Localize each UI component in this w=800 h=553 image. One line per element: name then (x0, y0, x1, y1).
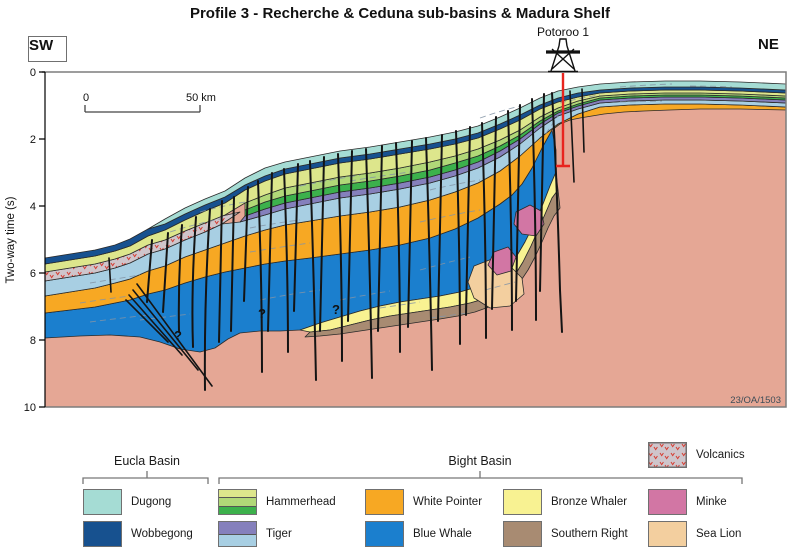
scale-bar: 0 50 km (83, 92, 216, 113)
legend-label: Wobbegong (131, 528, 193, 540)
legend-label: Sea Lion (696, 528, 742, 540)
legend-item-volcanics: Volcanics (648, 442, 745, 468)
direction-label-ne: NE (758, 36, 779, 53)
well-path (556, 73, 570, 168)
y-axis (39, 71, 46, 408)
legend-item-hammerhead: Hammerhead (218, 489, 336, 515)
reflector-texture (79, 83, 733, 323)
derrick-icon (546, 38, 580, 73)
legend-item-sea-lion: Sea Lion (648, 521, 741, 547)
legend-swatch-minke (648, 489, 687, 515)
direction-label-sw: SW (28, 36, 67, 62)
layer-minke (513, 204, 545, 237)
legend: Eucla Basin Bight Basin Volcanics Dugong… (0, 430, 800, 553)
legend-item-tiger: Tiger (218, 521, 292, 547)
well-label: Potoroo 1 (537, 25, 589, 39)
question-mark: ? (174, 328, 182, 343)
legend-swatch-blue-whale (365, 521, 404, 547)
legend-label: Minke (696, 496, 727, 508)
question-mark: ? (332, 302, 340, 317)
legend-swatch-tiger (218, 521, 257, 547)
legend-label: Volcanics (696, 449, 745, 461)
y-axis-label: Two-way time (s) (5, 196, 17, 283)
scale-bar-start: 0 (83, 92, 89, 104)
well-potoroo-1: Potoroo 1 (537, 25, 589, 168)
legend-item-southern-right: Southern Right (503, 521, 628, 547)
figure-id: 23/OA/1503 (730, 395, 781, 406)
legend-label: Tiger (266, 528, 292, 540)
y-tick-0: 0 (30, 67, 36, 79)
legend-label: Southern Right (551, 528, 628, 540)
y-tick-2: 2 (30, 134, 36, 146)
legend-item-minke: Minke (648, 489, 727, 515)
legend-swatch-sea-lion (648, 521, 687, 547)
scale-bar-end: 50 km (186, 92, 216, 104)
legend-swatch-dugong (83, 489, 122, 515)
legend-swatch-white-pointer (365, 489, 404, 515)
legend-label: Hammerhead (266, 496, 336, 508)
legend-item-blue-whale: Blue Whale (365, 521, 472, 547)
y-tick-6: 6 (30, 268, 36, 280)
legend-group-eucla-basin: Eucla Basin (113, 454, 180, 468)
legend-swatch-wobbegong (83, 521, 122, 547)
legend-item-white-pointer: White Pointer (365, 489, 482, 515)
question-mark: ? (258, 306, 266, 321)
legend-item-wobbegong: Wobbegong (83, 521, 193, 547)
fault-lines (108, 88, 585, 391)
section-border (42, 71, 787, 408)
legend-swatch-hammerhead (218, 489, 257, 515)
legend-label: Blue Whale (413, 528, 472, 540)
cross-section: 0 2 4 6 8 10 Two-way time (s) 0 50 km Po… (5, 25, 787, 414)
y-tick-8: 8 (30, 335, 36, 347)
legend-swatch-volcanics (648, 442, 687, 468)
legend-label: White Pointer (413, 496, 483, 508)
legend-brackets (82, 471, 743, 484)
y-tick-10: 10 (24, 402, 36, 414)
legend-group-bight-basin: Bight Basin (448, 454, 512, 468)
legend-label: Bronze Whaler (551, 496, 628, 508)
figure-title: Profile 3 - Recherche & Ceduna sub-basin… (189, 5, 611, 22)
legend-item-bronze-whaler: Bronze Whaler (503, 489, 627, 515)
legend-label: Dugong (131, 496, 172, 508)
y-tick-4: 4 (30, 201, 36, 213)
legend-item-dugong: Dugong (83, 489, 171, 515)
legend-swatch-bronze-whaler (503, 489, 542, 515)
legend-swatch-southern-right (503, 521, 542, 547)
